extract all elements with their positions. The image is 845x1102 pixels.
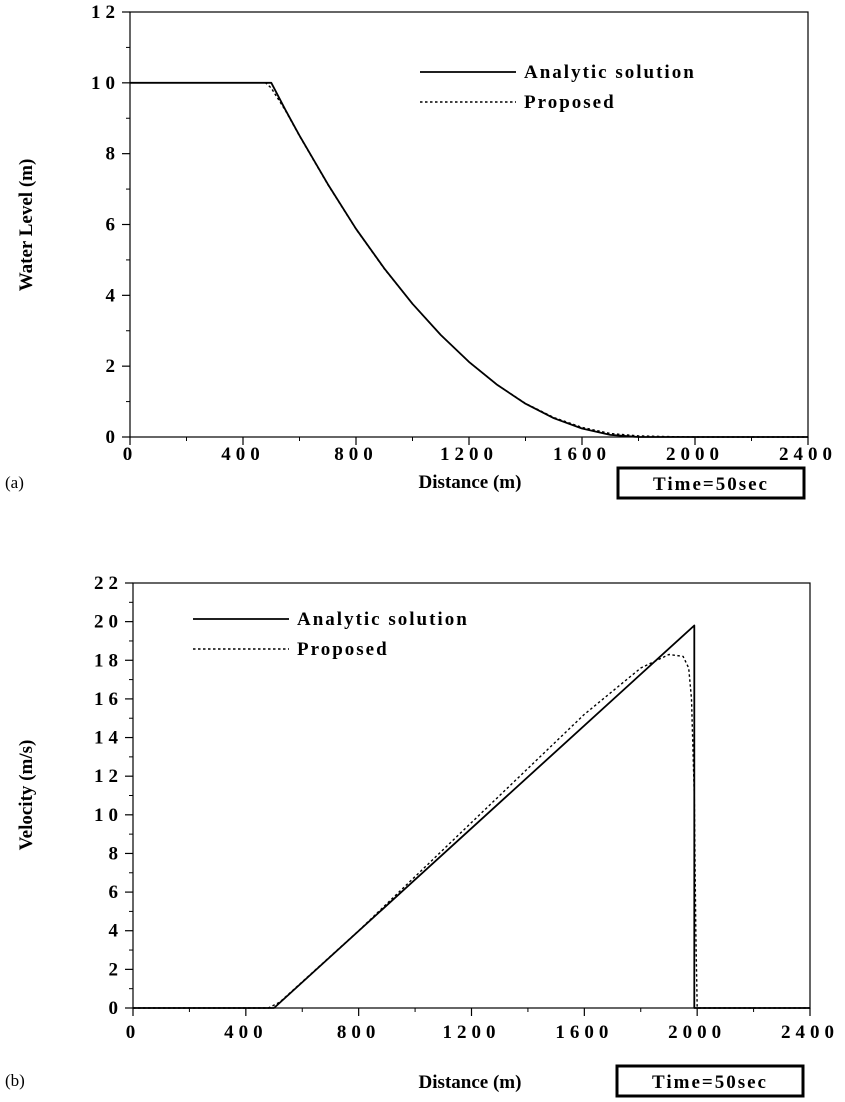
x-tick-label: 400 [224,1022,268,1043]
y-tick-label: 2 [109,959,124,980]
legend-label: Proposed [524,92,616,113]
y-axis-label: Water Level (m) [16,159,37,292]
y-tick-label: 16 [94,689,123,710]
x-tick-label: 1600 [555,1022,613,1043]
x-tick-label: 800 [334,444,378,465]
series-line-proposed [133,653,810,1009]
x-tick-label: 1600 [553,444,611,465]
y-tick-label: 2 [106,356,121,377]
plot-frame [129,11,809,438]
y-tick-label: 6 [106,215,121,236]
x-tick-label: 1200 [443,1022,501,1043]
panel-label: (b) [5,1071,25,1090]
time-box [616,466,806,500]
x-tick-label: 800 [337,1022,381,1043]
y-tick-label: 4 [106,285,121,306]
time-box [615,1064,805,1098]
x-tick-label: 2400 [779,444,837,465]
x-axis-label: Distance (m) [419,1072,522,1093]
chart-panel-a: 0 2 4 6 8 10 12 0 400 800 1200 1600 2000 2400 Distance… [5,2,837,500]
x-tick-label: 2400 [781,1022,839,1043]
y-tick-label: 14 [94,728,123,749]
y-tick-label: 6 [109,882,124,903]
y-tick-label: 4 [109,921,124,942]
chart-panel-b: 0 2 4 6 8 10 12 14 16 18 20 22 0 400 800 1200 1600 2000 24… [5,573,839,1098]
y-tick-label: 8 [109,843,124,864]
x-tick-label: 0 [123,444,138,465]
y-tick-label: 20 [94,612,123,633]
y-tick-label: 8 [106,144,121,165]
y-tick-label: 0 [106,427,121,448]
legend-label: Analytic solution [297,609,469,630]
x-tick-label: 1200 [440,444,498,465]
y-tick-label: 10 [94,805,123,826]
y-tick-label: 12 [91,2,120,23]
y-tick-label: 18 [94,650,123,671]
y-tick-label: 10 [91,73,120,94]
y-tick-label: 0 [109,998,124,1019]
x-tick-label: 2000 [666,444,724,465]
x-tick-label: 400 [221,444,265,465]
x-axis-label: Distance (m) [419,472,522,493]
legend-label: Proposed [297,639,389,660]
legend-label: Analytic solution [524,62,696,83]
y-tick-label: 22 [94,573,123,594]
series-line-proposed [130,82,808,438]
time-label: Time=50sec [653,474,769,495]
panel-label: (a) [5,473,24,492]
series-line-analytic [130,81,808,438]
y-axis-label: Velocity (m/s) [16,740,37,851]
y-tick-label: 12 [94,766,123,787]
plot-frame [132,582,811,1009]
x-tick-label: 0 [126,1022,141,1043]
series-line-analytic [133,624,810,1009]
x-tick-label: 2000 [668,1022,726,1043]
time-label: Time=50sec [652,1072,768,1093]
